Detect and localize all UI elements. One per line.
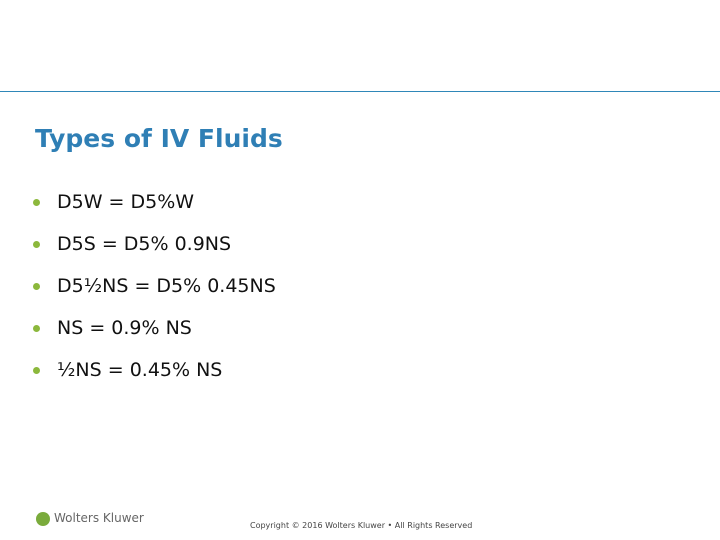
bullet-item: D5S = D5% 0.9NS	[33, 230, 276, 272]
header-rule	[0, 91, 720, 92]
copyright: Copyright © 2016 Wolters Kluwer • All Ri…	[250, 521, 473, 530]
bullet-item: NS = 0.9% NS	[33, 314, 276, 356]
bullet-list: D5W = D5%W D5S = D5% 0.9NS D5½NS = D5% 0.4…	[33, 188, 276, 398]
logo-icon	[36, 512, 50, 526]
bullet-item: D5W = D5%W	[33, 188, 276, 230]
slide-title: Types of IV Fluids	[35, 124, 283, 153]
bullet-item: D5½NS = D5% 0.45NS	[33, 272, 276, 314]
logo-text: Wolters Kluwer	[54, 511, 144, 525]
bullet-item: ½NS = 0.45% NS	[33, 356, 276, 398]
